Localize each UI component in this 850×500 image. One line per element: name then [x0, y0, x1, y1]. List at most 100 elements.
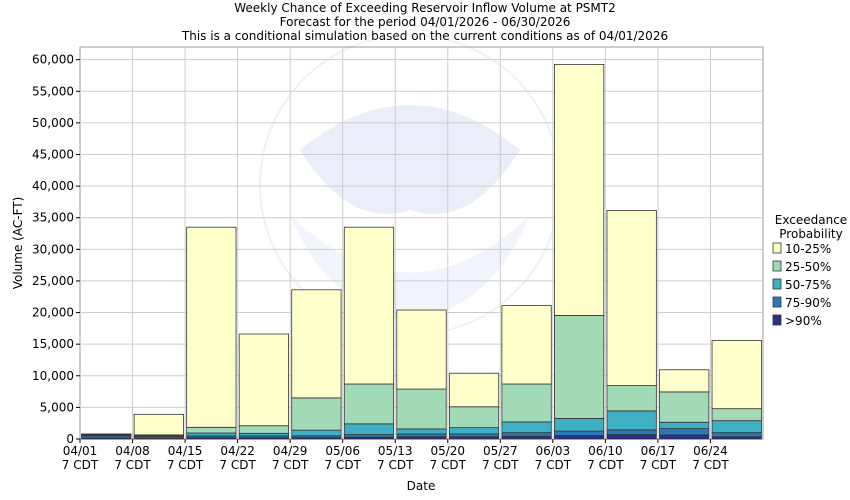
legend-label: >90% [785, 314, 822, 328]
bar-segment [711, 432, 762, 438]
bar-segment [448, 406, 500, 429]
bars [81, 63, 762, 440]
x-tick-sublabel: 7 CDT [640, 458, 677, 472]
legend-swatch [772, 242, 782, 254]
title-line-1: Weekly Chance of Exceeding Reservoir Inf… [234, 1, 616, 15]
bar-segment [448, 433, 500, 438]
bar-group-06-03 [554, 63, 605, 440]
x-tick-label: 05/27 [483, 444, 518, 458]
bar-segment [501, 421, 552, 434]
bar-segment [554, 314, 605, 419]
bar-segment [396, 428, 447, 435]
legend-title-line-1: Exceedance [775, 213, 847, 227]
x-tick-sublabel: 7 CDT [535, 458, 572, 472]
y-tick-label: 0 [66, 432, 74, 446]
bar-segment [659, 391, 710, 423]
bar-segment [711, 339, 762, 410]
x-tick-label: 05/13 [378, 444, 413, 458]
x-tick-sublabel: 7 CDT [377, 458, 414, 472]
bar-segment [554, 63, 605, 316]
bar-segment [501, 432, 552, 437]
legend-item: 25-50% [772, 260, 831, 274]
x-axis-label: Date [407, 479, 436, 493]
bar-segment [81, 433, 132, 435]
bar-group-04-29 [291, 289, 342, 440]
x-tick-sublabel: 7 CDT [272, 458, 309, 472]
bar-segment [396, 309, 447, 390]
bar-group-06-24 [711, 339, 762, 440]
bar-segment [291, 429, 342, 437]
bar-group-05-13 [396, 309, 447, 440]
bar-group-06-17 [659, 369, 710, 440]
bar-segment [343, 226, 395, 385]
chart-title: Weekly Chance of Exceeding Reservoir Inf… [181, 1, 668, 43]
x-tick-label: 06/17 [641, 444, 676, 458]
bar-segment [606, 210, 657, 386]
x-tick-label: 04/08 [115, 444, 150, 458]
x-tick-sublabel: 7 CDT [324, 458, 361, 472]
bar-segment [186, 426, 237, 434]
legend-label: 10-25% [785, 242, 831, 256]
bar-segment [501, 305, 552, 385]
legend-items: 10-25% 25-50% 50-75% 75-90% >90% [772, 242, 831, 328]
x-tick-label: 06/03 [536, 444, 571, 458]
bar-segment [554, 418, 605, 432]
bar-segment [606, 434, 657, 440]
title-line-2: Forecast for the period 04/01/2026 - 06/… [280, 15, 571, 29]
legend-title-line-2: Probability [779, 227, 842, 241]
bar-segment [606, 410, 657, 431]
legend-item: >90% [772, 314, 822, 328]
y-tick-label: 60,000 [32, 53, 74, 67]
bar-segment [343, 383, 395, 425]
bar-group-05-20 [448, 372, 500, 440]
legend-swatch [772, 260, 782, 272]
bar-segment [396, 388, 447, 430]
bar-segment [554, 435, 605, 440]
bar-group-05-06 [343, 226, 395, 440]
y-tick-label: 50,000 [32, 116, 74, 130]
bar-segment [238, 333, 289, 427]
title-line-3: This is a conditional simulation based o… [181, 29, 668, 43]
x-tick-label: 05/20 [430, 444, 465, 458]
bar-segment [396, 433, 447, 438]
y-tick-label: 30,000 [32, 242, 74, 256]
y-axis-ticks: 0 5,000 10,000 15,000 20,000 25,000 30,000 35,0… [32, 53, 80, 446]
bar-segment [554, 430, 605, 436]
y-tick-label: 15,000 [32, 337, 74, 351]
y-axis-label: Volume (AC-FT) [11, 197, 25, 290]
y-tick-label: 45,000 [32, 147, 74, 161]
y-tick-label: 35,000 [32, 211, 74, 225]
x-tick-label: 04/01 [63, 444, 98, 458]
bar-segment [606, 429, 657, 435]
bar-segment [133, 413, 184, 436]
legend-item: 50-75% [772, 278, 831, 292]
legend-swatch [772, 278, 782, 290]
bar-segment [659, 434, 710, 440]
bar-segment [291, 289, 342, 399]
legend-label: 25-50% [785, 260, 831, 274]
bar-segment [238, 425, 289, 434]
x-tick-sublabel: 7 CDT [62, 458, 99, 472]
bar-segment [659, 428, 710, 436]
bar-segment [186, 432, 237, 437]
bar-segment [501, 383, 552, 423]
x-tick-sublabel: 7 CDT [482, 458, 519, 472]
bar-segment [711, 420, 762, 434]
x-tick-label: 06/24 [693, 444, 728, 458]
x-tick-label: 04/22 [220, 444, 255, 458]
legend-swatch [772, 314, 782, 326]
bar-segment [343, 423, 395, 435]
bar-segment [659, 369, 710, 393]
bar-group-06-10 [606, 210, 657, 440]
legend-label: 75-90% [785, 296, 831, 310]
bar-segment [606, 385, 657, 412]
bar-segment [659, 421, 710, 429]
x-tick-label: 05/06 [325, 444, 360, 458]
bar-group-04-15 [186, 226, 237, 440]
y-tick-label: 25,000 [32, 274, 74, 288]
legend: Exceedance Probability 10-25% 25-50% 50-75… [772, 213, 847, 328]
y-tick-label: 40,000 [32, 179, 74, 193]
x-tick-sublabel: 7 CDT [167, 458, 204, 472]
